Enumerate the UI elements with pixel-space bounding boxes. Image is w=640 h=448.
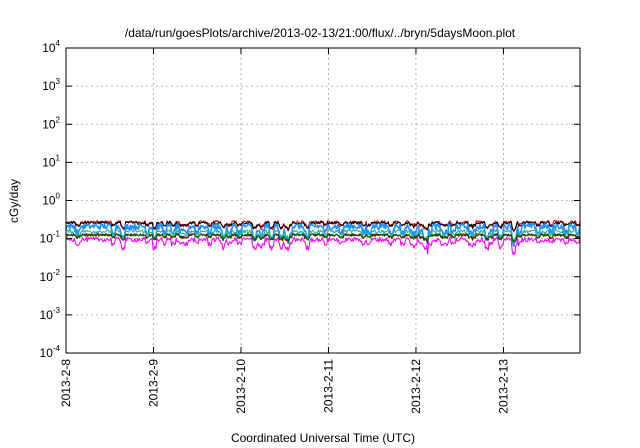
y-axis-label: cGy/day: [7, 179, 21, 223]
x-tick-label: 2013-2-12: [409, 359, 423, 414]
y-tick-label: 10-3: [40, 306, 61, 322]
y-tick-label: 10-1: [40, 230, 61, 246]
series-line: [65, 220, 581, 232]
y-tick-label: 102: [42, 115, 60, 131]
y-tick-label: 103: [42, 77, 60, 93]
y-tick-label: 104: [42, 39, 60, 55]
series-line: [65, 236, 581, 255]
y-tick-label: 10-4: [40, 344, 61, 360]
x-axis: 2013-2-8 2013-2-9 2013-2-10 2013-2-11 2013-2…: [59, 48, 510, 414]
series-line: [65, 229, 581, 242]
y-tick-label: 100: [42, 192, 60, 208]
x-tick-label: 2013-2-10: [234, 359, 248, 414]
series-line: [65, 233, 581, 243]
x-tick-label: 2013-2-11: [321, 359, 335, 413]
x-tick-label: 2013-2-9: [146, 359, 160, 407]
series-group: [65, 220, 581, 255]
x-tick-label: 2013-2-13: [496, 359, 510, 414]
x-axis-label: Coordinated Universal Time (UTC): [231, 431, 415, 445]
x-tick-label: 2013-2-8: [59, 359, 73, 407]
y-tick-label: 101: [42, 153, 60, 169]
series-line: [65, 222, 581, 247]
y-tick-label: 10-2: [40, 268, 61, 284]
chart-title: /data/run/goesPlots/archive/2013-02-13/2…: [125, 26, 516, 40]
grid: [66, 48, 580, 353]
y-axis: 104 103 102 101 100 10-1 10-2 10-3 10-4: [40, 39, 580, 360]
